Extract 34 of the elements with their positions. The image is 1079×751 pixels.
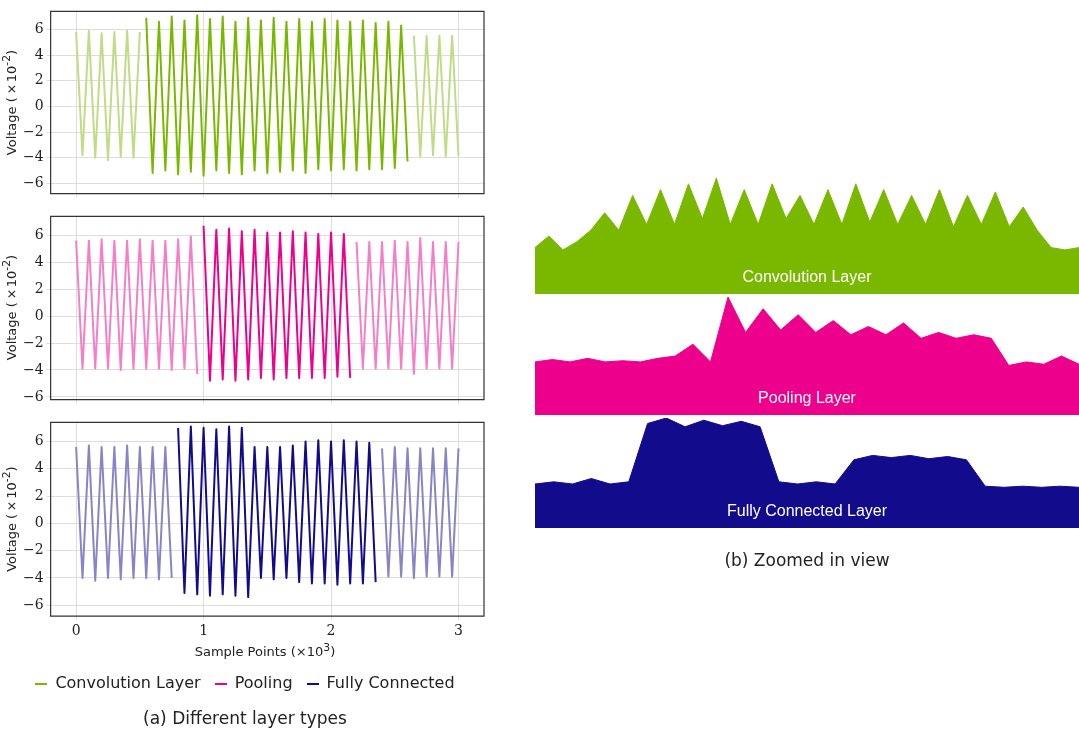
- y-tick-label: 2: [34, 71, 44, 88]
- y-tick-label: 0: [34, 306, 44, 323]
- x-tick-label: 3: [454, 622, 463, 639]
- text: Convolution Layer: [55, 673, 201, 693]
- y-tick-label: −2: [23, 541, 44, 558]
- x-tick-label: 1: [199, 622, 209, 639]
- y-tick-label: 0: [34, 96, 44, 113]
- y-tick-label: 4: [34, 45, 44, 62]
- annotation: Pooling Layer: [758, 389, 857, 407]
- y-tick-label: −4: [23, 360, 44, 377]
- y-tick-label: −4: [23, 568, 44, 585]
- x-tick-label: 0: [71, 622, 81, 639]
- y-tick-label: 0: [34, 514, 44, 531]
- y-tick-label: −2: [23, 333, 44, 350]
- y-tick-label: −4: [23, 148, 44, 165]
- y-tick-label: 4: [34, 459, 44, 476]
- y-tick-label: −2: [23, 122, 44, 139]
- y-tick-label: −6: [23, 595, 44, 612]
- text: (a) Different layer types: [142, 708, 348, 729]
- text: (b) Zoomed in view: [723, 550, 891, 570]
- y-tick-label: 2: [34, 279, 44, 296]
- x-axis-title: Sample Points (×10$^{3}$): [193, 641, 337, 660]
- y-tick-label: −6: [23, 173, 44, 190]
- annotation: Convolution Layer: [742, 268, 873, 286]
- y-tick-label: 6: [34, 432, 44, 449]
- legend-label: Fully Connected: [325, 673, 455, 693]
- y-tick-label: 4: [34, 252, 44, 269]
- y-tick-label: 6: [34, 225, 44, 242]
- annotation: Fully Connected Layer: [726, 502, 888, 520]
- x-tick-label: 2: [326, 622, 336, 639]
- y-tick-label: 2: [34, 486, 44, 503]
- text: Pooling: [234, 673, 293, 693]
- y-tick-label: −6: [23, 387, 44, 404]
- y-tick-label: 6: [34, 20, 44, 36]
